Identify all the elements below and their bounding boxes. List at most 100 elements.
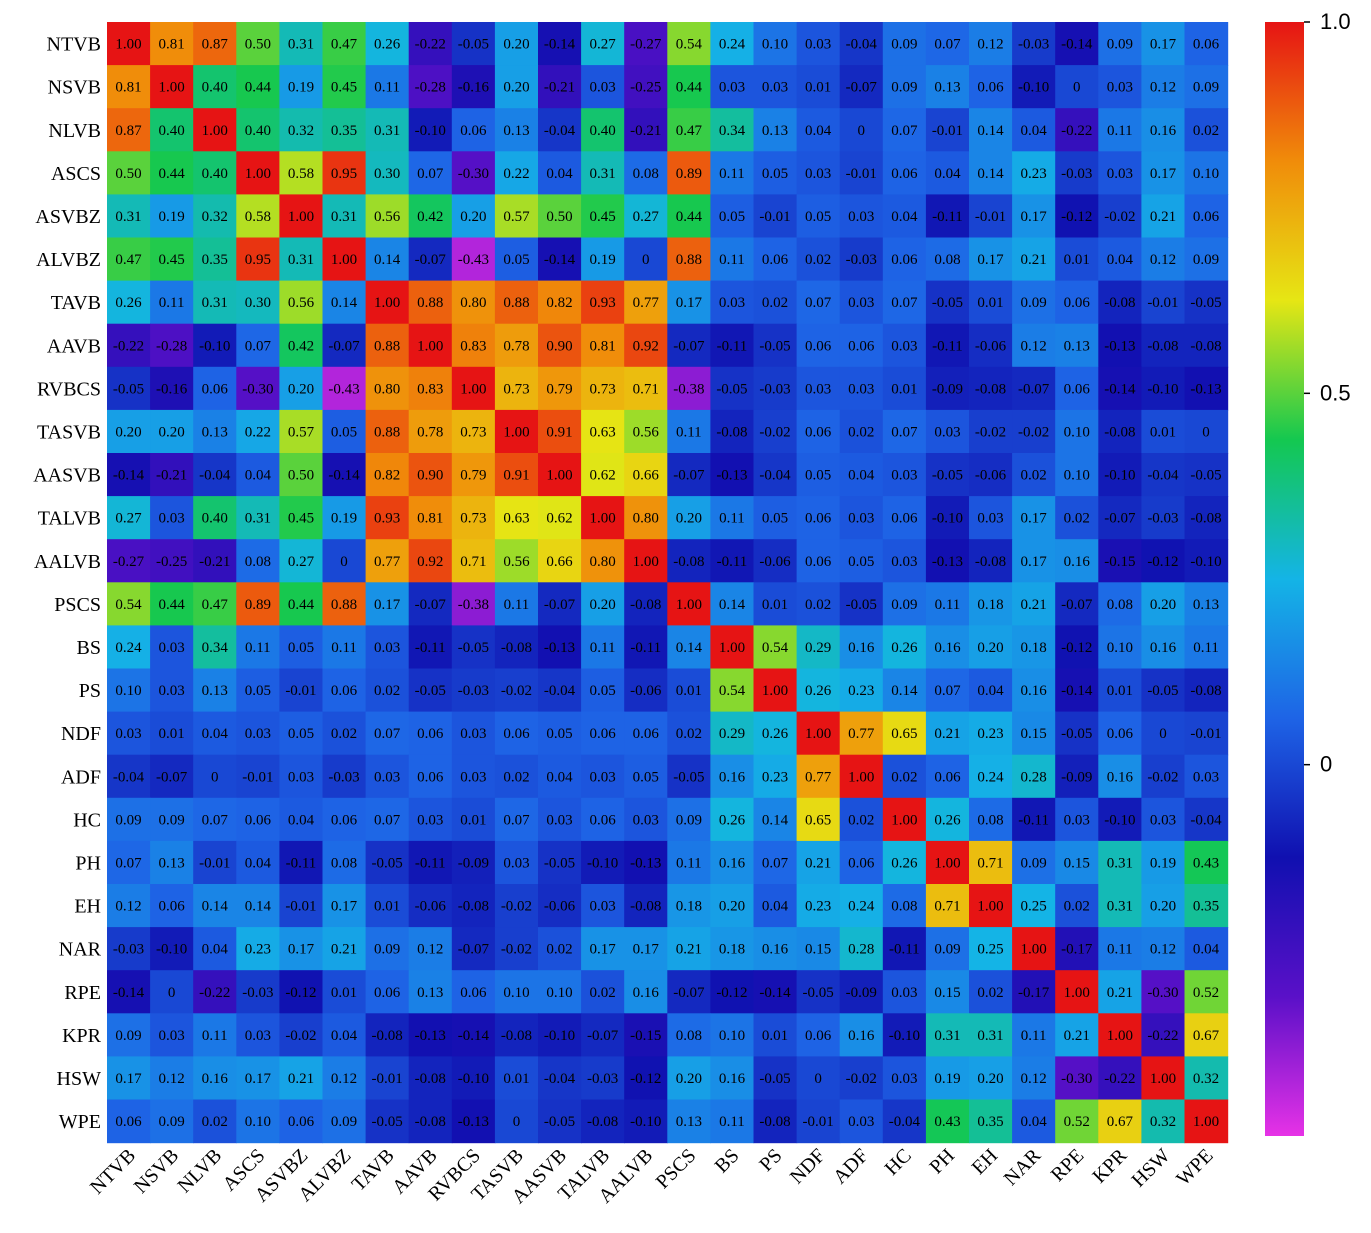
heatmap-cell: [753, 280, 798, 325]
heatmap-cell: [1098, 582, 1142, 626]
cell-value-label: 0.90: [417, 468, 443, 484]
heatmap-cell: [107, 323, 151, 368]
cell-value-label: 0.17: [115, 1071, 142, 1087]
heatmap-cell: [1055, 65, 1099, 109]
column-label: PSCS: [652, 1145, 701, 1194]
heatmap-cell: [839, 366, 884, 411]
heatmap-cell: [1141, 711, 1186, 756]
heatmap-cell: [193, 65, 237, 109]
cell-value-label: 0.13: [159, 855, 185, 871]
heatmap-cell: [839, 65, 884, 109]
cell-value-label: 0.78: [503, 338, 529, 354]
cell-value-label: 0.03: [590, 899, 616, 915]
heatmap-cell: [581, 496, 625, 540]
cell-value-label: -0.05: [1147, 683, 1178, 699]
heatmap-cell: [279, 108, 324, 152]
heatmap-cell: [150, 366, 194, 411]
heatmap-cell: [925, 927, 970, 971]
cell-value-label: 0.06: [331, 683, 358, 699]
heatmap-cell: [624, 280, 668, 325]
cell-value-label: -0.13: [544, 640, 575, 656]
cell-value-label: 0.17: [676, 295, 703, 311]
heatmap-cell: [150, 65, 194, 109]
cell-value-label: 0.17: [977, 252, 1004, 268]
heatmap-cell: [1141, 366, 1186, 411]
cell-value-label: 0.45: [590, 209, 616, 225]
row-label: NAR: [59, 939, 102, 961]
cell-value-label: 0.63: [590, 424, 616, 440]
cell-value-label: 0.03: [159, 511, 185, 527]
heatmap-cell: [538, 366, 582, 411]
row-label: TALVB: [38, 508, 101, 530]
heatmap-cell: [925, 280, 970, 325]
cell-value-label: -0.05: [759, 1071, 790, 1087]
cell-value-label: 0.04: [546, 769, 573, 785]
heatmap-cell: [882, 625, 927, 670]
cell-value-label: 0.21: [805, 855, 831, 871]
column-label: NTVB: [86, 1145, 140, 1199]
heatmap-cell: [1098, 840, 1142, 885]
heatmap-cell: [753, 194, 798, 239]
cell-value-label: -0.05: [372, 855, 403, 871]
heatmap-cell: [882, 453, 927, 497]
heatmap-cell: [279, 65, 324, 109]
heatmap-cell: [322, 1013, 367, 1057]
heatmap-cell: [193, 668, 237, 713]
cell-value-label: 0.01: [762, 1028, 788, 1044]
cell-value-label: 0.02: [805, 252, 831, 268]
heatmap-cell: [1184, 108, 1229, 152]
cell-value-label: 0.02: [374, 683, 400, 699]
heatmap-cell: [236, 194, 280, 239]
cell-value-label: -0.09: [1061, 769, 1092, 785]
cell-value-label: 0.32: [1150, 1114, 1176, 1130]
heatmap-cell: [451, 797, 496, 842]
cell-value-label: 0.26: [805, 683, 832, 699]
cell-value-label: 0.05: [590, 683, 616, 699]
cell-value-label: 0.04: [1021, 1114, 1048, 1130]
cell-value-label: -0.10: [1104, 468, 1135, 484]
heatmap-cell: [494, 453, 539, 497]
cell-value-label: 0.03: [1107, 166, 1133, 182]
cell-value-label: 0.50: [245, 37, 271, 53]
cell-value-label: 0.03: [417, 812, 443, 828]
heatmap-cell: [1184, 539, 1229, 583]
cell-value-label: 0.09: [891, 80, 917, 96]
heatmap-cell: [753, 1013, 798, 1057]
heatmap-cell: [667, 884, 711, 928]
heatmap-cell: [1184, 1099, 1229, 1144]
cell-value-label: -0.05: [113, 381, 144, 397]
heatmap-cell: [969, 496, 1013, 540]
cell-value-label: 0.03: [245, 726, 271, 742]
cell-value-label: 0.06: [115, 1114, 142, 1130]
heatmap-cell: [667, 1056, 711, 1101]
cell-value-label: 0.66: [546, 554, 573, 570]
cell-value-label: -0.01: [932, 123, 963, 139]
heatmap-cell: [1098, 797, 1142, 842]
heatmap-cell: [882, 754, 927, 799]
row-label: HC: [73, 809, 101, 831]
cell-value-label: 0.16: [719, 769, 746, 785]
cell-value-label: 0.31: [331, 209, 357, 225]
heatmap-cell: [710, 668, 755, 713]
row-label: PSCS: [54, 594, 101, 616]
cell-value-label: 0.07: [762, 855, 789, 871]
cell-value-label: 0.03: [1193, 769, 1219, 785]
heatmap-cell: [150, 840, 194, 885]
cell-value-label: -0.08: [1104, 424, 1135, 440]
cell-value-label: 0.27: [288, 554, 315, 570]
heatmap-cell: [193, 194, 237, 239]
cell-value-label: 0.17: [1021, 209, 1048, 225]
cell-value-label: 0.03: [590, 769, 616, 785]
cell-value-label: 0.93: [590, 295, 616, 311]
cell-value-label: -0.09: [846, 985, 877, 1001]
cell-value-label: 0.06: [590, 812, 617, 828]
heatmap-cell: [624, 366, 668, 411]
heatmap-cell: [322, 151, 367, 195]
cell-value-label: -0.05: [1061, 726, 1092, 742]
cell-value-label: 0.02: [1021, 468, 1047, 484]
heatmap-cell: [150, 668, 194, 713]
colorbar-tick-label: 1.0: [1320, 9, 1351, 34]
cell-value-label: 0.06: [460, 123, 487, 139]
cell-value-label: 0.67: [1107, 1114, 1134, 1130]
cell-value-label: 0.34: [202, 640, 229, 656]
